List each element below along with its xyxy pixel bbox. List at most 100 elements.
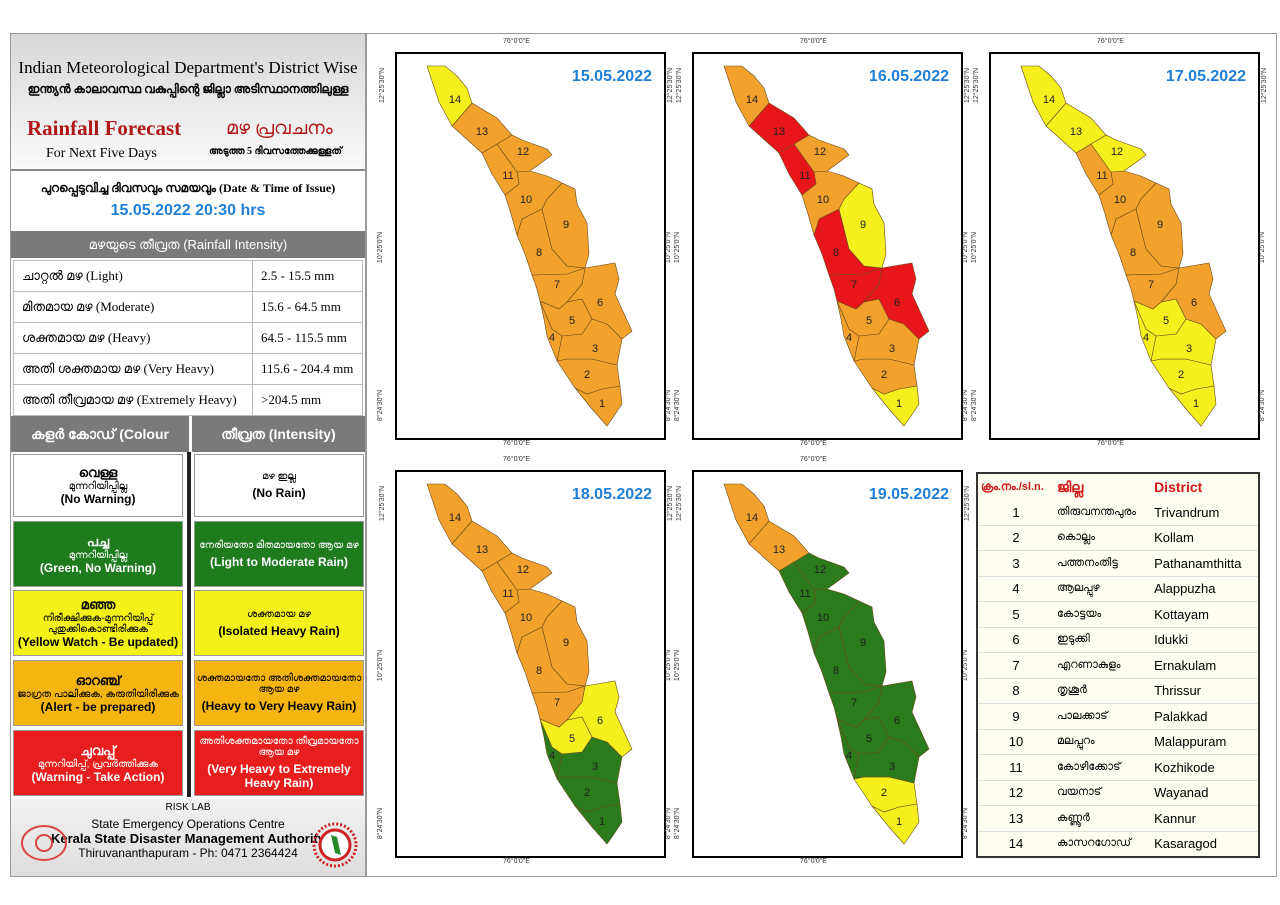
coordinate-label: 12°25'30"N [964, 67, 972, 104]
district-12[interactable] [793, 552, 850, 591]
district-row: 8 തൃശൂർ Thrissur [977, 678, 1259, 704]
coordinate-label: 12°25'30"N [667, 485, 675, 522]
district-label: 12 [1111, 146, 1123, 158]
intensity-text: (Light to Moderate Rain) [210, 554, 348, 569]
coordinate-label: 10°25'0"N [971, 231, 979, 264]
coordinate-label: 8°24'30"N [665, 807, 673, 840]
district-label: 12 [814, 564, 826, 576]
district-number: 8 [977, 678, 1054, 704]
district-14[interactable] [723, 65, 770, 127]
district-label: 8 [833, 665, 839, 677]
intensity-title: മഴയുടെ തീവ്രത (Rainfall Intensity) [11, 231, 365, 258]
intensity-row: അതി ശക്തമായ മഴ (Very Heavy) 115.6 - 204.4… [13, 353, 363, 385]
colour-code-red: ചുവപ്പ് മുന്നറിയിപ്പ്, പ്രവർത്തിക്കുക (War… [13, 730, 183, 796]
district-label: 14 [1043, 94, 1055, 106]
district-label: 1 [599, 816, 605, 828]
coordinate-label: 8°24'30"N [674, 807, 682, 840]
district-label: 2 [584, 369, 590, 381]
district-14[interactable] [723, 483, 770, 545]
district-row: 6 ഇടുക്കി Idukki [977, 627, 1259, 653]
district-14[interactable] [1020, 65, 1067, 127]
coordinate-label: 10°25'0"N [962, 649, 970, 682]
colour-code-text: പച്ച [86, 533, 110, 549]
district-12[interactable] [1090, 134, 1147, 173]
district-label: 4 [846, 750, 852, 762]
district-row: 7 എറണാകുളം Ernakulam [977, 652, 1259, 679]
issue-label: പുറപ്പെടുവിച്ച ദിവസവും സമയവും (Date & Ti… [40, 181, 336, 195]
intensity-green: നേരിയതോ മിതമായതോ ആയ മഴ (Light to Moderate… [194, 521, 364, 587]
district-label: 11 [502, 588, 513, 600]
coordinate-label: 76°0'0"E [503, 858, 530, 865]
coordinate-label: 12°25'30"N [676, 485, 684, 522]
district-label: 6 [894, 715, 900, 727]
district-label: 1 [896, 398, 902, 410]
district-name: Thrissur [1151, 678, 1259, 704]
district-name-ml: കാസറഗോഡ് [1054, 831, 1152, 858]
district-label: 14 [449, 94, 461, 106]
district-label: 13 [476, 544, 488, 556]
district-number: 6 [977, 627, 1054, 653]
coordinate-label: 76°0'0"E [1097, 38, 1124, 45]
intensity-label: ശക്തമായ മഴ (Heavy) [13, 322, 253, 354]
district-name: Trivandrum [1151, 500, 1259, 526]
district-label: 1 [599, 398, 605, 410]
risk-lab: RISK LAB [165, 802, 211, 813]
district-number: 7 [977, 652, 1054, 679]
district-row: 3 പത്തനംതിട്ട Pathanamthitta [977, 550, 1259, 577]
intensity-row: മിതമായ മഴ (Moderate) 15.6 - 64.5 mm [13, 291, 363, 323]
district-label: 3 [889, 761, 895, 773]
district-label: 6 [597, 715, 603, 727]
coordinate-label: 76°0'0"E [800, 456, 827, 463]
intensity-label: ചാറ്റൽ മഴ (Light) [13, 260, 253, 292]
intensity-red: അതിശക്തമായതോ തീവ്രമായതോ ആയ മഴ (Very Heavy… [194, 730, 364, 796]
district-label: 5 [569, 315, 575, 327]
district-number: 4 [977, 576, 1054, 602]
district-label: 13 [773, 126, 785, 138]
colour-code-header: കളർ കോഡ് (Colour Code) [11, 416, 189, 478]
title-ml: ഇന്ത്യൻ കാലാവസ്ഥ വകുപ്പിന്റെ ജില്ലാ അടിസ… [27, 82, 349, 96]
district-name: Kannur [1151, 805, 1259, 832]
colour-code-text: ജാഗ്രത പാലിക്കുക, കരുതിയിരിക്കുക [17, 688, 179, 700]
district-label: 2 [881, 369, 887, 381]
coordinate-label: 12°25'30"N [676, 67, 684, 104]
district-14[interactable] [426, 483, 473, 545]
district-number: 11 [977, 754, 1054, 781]
district-14[interactable] [426, 65, 473, 127]
district-row: 14 കാസറഗോഡ് Kasaragod [977, 831, 1259, 858]
intensity-text: (No Rain) [252, 486, 306, 500]
intensity-text: (Heavy to Very Heavy Rain) [201, 699, 357, 713]
district-name-ml: ആലപ്പുഴ [1054, 576, 1152, 602]
coordinate-label: 8°24'30"N [962, 807, 970, 840]
district-name-ml: പാലക്കാട് [1054, 703, 1152, 730]
district-row: 1 തിരുവനന്തപുരം Trivandrum [977, 500, 1259, 526]
district-row: 10 മലപ്പുറം Malappuram [977, 729, 1259, 755]
district-label: 13 [476, 126, 488, 138]
district-name-ml: കോട്ടയം [1054, 601, 1152, 628]
district-row: 9 പാലക്കാട് Palakkad [977, 703, 1259, 730]
district-name: Kasaragod [1151, 831, 1259, 858]
intensity-white: മഴ ഇല്ല (No Rain) [194, 454, 364, 517]
district-number: 5 [977, 601, 1054, 628]
map-date: 15.05.2022 [571, 68, 652, 85]
district-label: 11 [502, 170, 513, 182]
district-label: 10 [1114, 194, 1126, 206]
coordinate-label: 12°25'30"N [379, 67, 387, 104]
district-number: 13 [977, 805, 1054, 832]
subtitle-en: For Next Five Days [46, 146, 157, 161]
district-name: Malappuram [1151, 729, 1259, 755]
district-label: 1 [896, 816, 902, 828]
coordinate-label: 76°0'0"E [800, 858, 827, 865]
district-12[interactable] [496, 134, 553, 173]
title-en: Indian Meteorological Department's Distr… [18, 58, 358, 77]
district-label: 5 [866, 315, 872, 327]
district-12[interactable] [793, 134, 850, 173]
map-date: 16.05.2022 [868, 68, 949, 85]
district-12[interactable] [496, 552, 553, 591]
forecast-map-1: 15.05.2022 1 2 3 4 5 6 7 8 9 10 11 12 13 14 [395, 52, 666, 440]
coordinate-label: 76°0'0"E [503, 456, 530, 463]
colour-code-text: മുന്നറിയിപ്പില്ല [68, 549, 128, 561]
col-slno: ക്രം.നം./sl.n. [981, 480, 1044, 493]
coordinate-label: 10°25'0"N [377, 649, 385, 682]
